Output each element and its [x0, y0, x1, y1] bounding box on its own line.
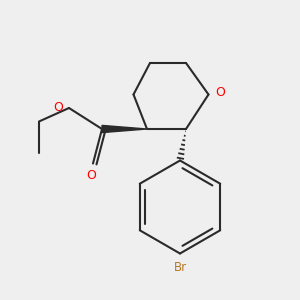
Text: O: O	[87, 169, 96, 182]
Text: O: O	[54, 100, 64, 114]
Text: Br: Br	[173, 261, 187, 274]
Polygon shape	[102, 125, 147, 133]
Text: O: O	[215, 86, 225, 100]
